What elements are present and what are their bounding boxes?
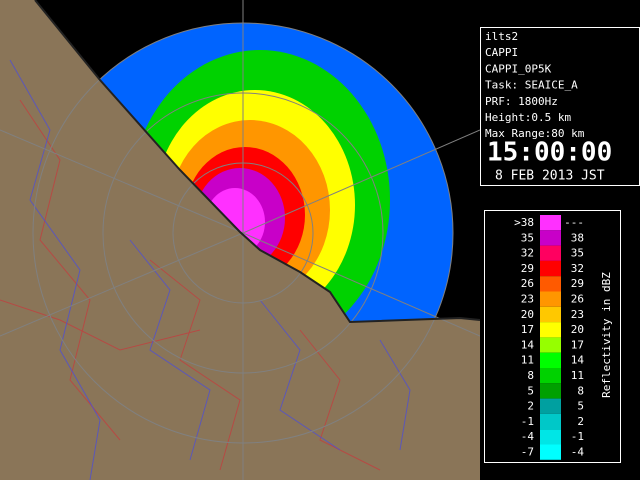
map <box>0 0 480 480</box>
info-line: PRF: 1800Hz <box>485 95 558 108</box>
legend-high: 17 <box>571 338 584 351</box>
legend-high: 20 <box>571 323 584 336</box>
date: 8 FEB 2013 JST <box>495 169 605 184</box>
legend-high: 26 <box>571 293 584 306</box>
legend-title: Reflectivity in dBZ <box>600 272 613 398</box>
legend-low: 14 <box>521 338 535 351</box>
legend-low: -4 <box>521 430 535 443</box>
legend-high: 35 <box>571 247 584 260</box>
legend-swatch <box>540 352 561 368</box>
legend-swatch <box>540 322 561 338</box>
legend-low: 11 <box>521 354 534 367</box>
legend-low: 29 <box>521 262 534 275</box>
legend-low: 32 <box>521 247 534 260</box>
legend-low: -7 <box>521 446 534 459</box>
legend-low: 35 <box>521 231 534 244</box>
legend-high: 32 <box>571 262 584 275</box>
rivers <box>9 59 411 480</box>
legend-high: 23 <box>571 308 584 321</box>
info-line: Task: SEAICE_A <box>485 79 578 92</box>
legend-swatch <box>540 368 561 384</box>
legend-high: -1 <box>571 430 584 443</box>
legend-low: >38 <box>514 216 534 229</box>
legend-swatch <box>540 306 561 323</box>
legend-low: 23 <box>521 293 534 306</box>
legend-high: 38 <box>571 231 584 244</box>
legend-swatch <box>540 260 561 277</box>
legend-high: 8 <box>577 384 584 397</box>
terrain <box>0 0 480 480</box>
legend-low: -1 <box>521 415 534 428</box>
legend-high: 14 <box>571 354 585 367</box>
boundaries <box>0 99 381 471</box>
info-text: ilts2 CAPPI CAPPI_0P5K Task: SEAICE_A PRF: 1… <box>485 30 612 184</box>
legend-low: 2 <box>527 400 534 413</box>
legend-swatch <box>540 398 561 414</box>
legend: >38 --- 35 38 32 35 29 32 26 29 23 26 20 23 17 20 14 17 11… <box>514 215 584 460</box>
legend-high: 2 <box>577 415 584 428</box>
legend-swatch <box>540 245 561 261</box>
info-line: CAPPI <box>485 46 518 59</box>
legend-low: 20 <box>521 308 534 321</box>
info-line: Height:0.5 km <box>485 111 571 124</box>
time: 15:00:00 <box>487 138 612 168</box>
legend-swatch <box>540 276 561 292</box>
legend-low: 5 <box>527 384 534 397</box>
info-line: CAPPI_0P5K <box>485 62 552 75</box>
legend-low: 8 <box>527 369 534 382</box>
legend-high: 5 <box>577 400 584 413</box>
info-line: ilts2 <box>485 30 518 43</box>
legend-swatch <box>540 291 561 307</box>
legend-swatch <box>540 383 561 399</box>
legend-swatch <box>540 413 561 430</box>
legend-high: --- <box>564 216 584 229</box>
legend-swatch <box>540 337 561 353</box>
legend-swatch <box>540 230 561 246</box>
legend-low: 17 <box>521 323 534 336</box>
legend-swatch <box>540 429 561 445</box>
legend-swatch <box>540 444 561 460</box>
legend-low: 26 <box>521 277 534 290</box>
coastline <box>34 0 480 324</box>
legend-high: 11 <box>571 369 584 382</box>
legend-swatch <box>540 215 561 231</box>
legend-high: -4 <box>571 446 585 459</box>
info-line: Max Range:80 km <box>485 127 585 140</box>
legend-high: 29 <box>571 277 584 290</box>
